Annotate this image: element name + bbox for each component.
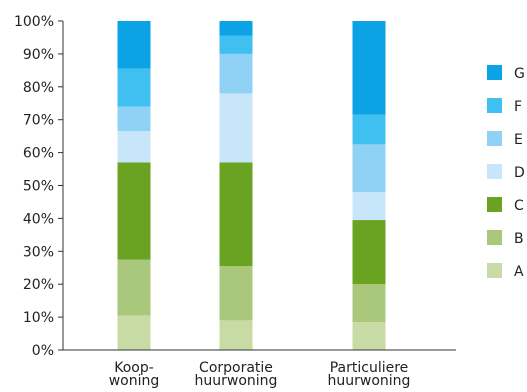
bar-segment-f-3 — [352, 114, 386, 145]
y-tick-label: 80% — [23, 80, 54, 96]
legend-label-b: B — [514, 231, 524, 247]
y-tick-label: 0% — [32, 343, 54, 359]
legend-label-g: G — [514, 66, 525, 82]
y-tick-label: 50% — [23, 179, 54, 195]
legend-label-e: E — [514, 132, 523, 148]
bar-segment-a-1 — [117, 315, 151, 350]
bar-segment-d-1 — [117, 131, 151, 163]
legend-label-a: A — [514, 264, 524, 280]
bar-segment-a-2 — [219, 320, 253, 350]
y-tick-label: 70% — [23, 113, 54, 129]
bar-segment-d-3 — [352, 192, 386, 221]
y-tick-label: 100% — [14, 14, 54, 30]
legend-swatch-d — [487, 164, 502, 179]
y-tick-label: 60% — [23, 146, 54, 162]
legend-swatch-a — [487, 263, 502, 278]
bar-segment-c-3 — [352, 220, 386, 285]
legend-label-f: F — [514, 99, 522, 115]
bar-segment-e-2 — [219, 53, 253, 94]
bar-segment-g-3 — [352, 21, 386, 115]
legend-swatch-f — [487, 98, 502, 113]
bar-segment-e-3 — [352, 144, 386, 193]
legend-swatch-g — [487, 65, 502, 80]
bar-segment-b-2 — [219, 266, 253, 321]
bar-segment-f-1 — [117, 68, 151, 107]
bar-segment-a-3 — [352, 322, 386, 350]
axes-layer: 0% 10% 20% 30% 40% 50% 60% 70% 80% 90% 100% Koop-wo… — [14, 14, 456, 389]
x-category-label: Koop-woning — [109, 360, 160, 389]
bar-segment-g-2 — [219, 21, 253, 36]
bar-segment-c-1 — [117, 162, 151, 260]
legend-label-d: D — [514, 165, 525, 181]
legend-swatch-c — [487, 197, 502, 212]
bar-segment-b-1 — [117, 259, 151, 316]
bars-layer — [117, 21, 386, 350]
bar-segment-c-2 — [219, 162, 253, 267]
y-tick-label: 20% — [23, 277, 54, 293]
bar-segment-d-2 — [219, 93, 253, 163]
bar-segment-b-3 — [352, 284, 386, 323]
legend-label-c: C — [514, 198, 524, 214]
x-category-label: Corporatie huurwoning — [195, 360, 278, 389]
legend: G F E D C B A — [487, 65, 525, 280]
y-tick-label: 90% — [23, 47, 54, 63]
legend-swatch-b — [487, 230, 502, 245]
bar-segment-f-2 — [219, 35, 253, 54]
legend-swatch-e — [487, 131, 502, 146]
x-category-label: Particuliere huurwoning — [328, 360, 411, 389]
y-tick-label: 40% — [23, 211, 54, 227]
bar-segment-e-1 — [117, 106, 151, 132]
y-tick-label: 30% — [23, 244, 54, 260]
bar-segment-g-1 — [117, 21, 151, 69]
y-tick-label: 10% — [23, 310, 54, 326]
